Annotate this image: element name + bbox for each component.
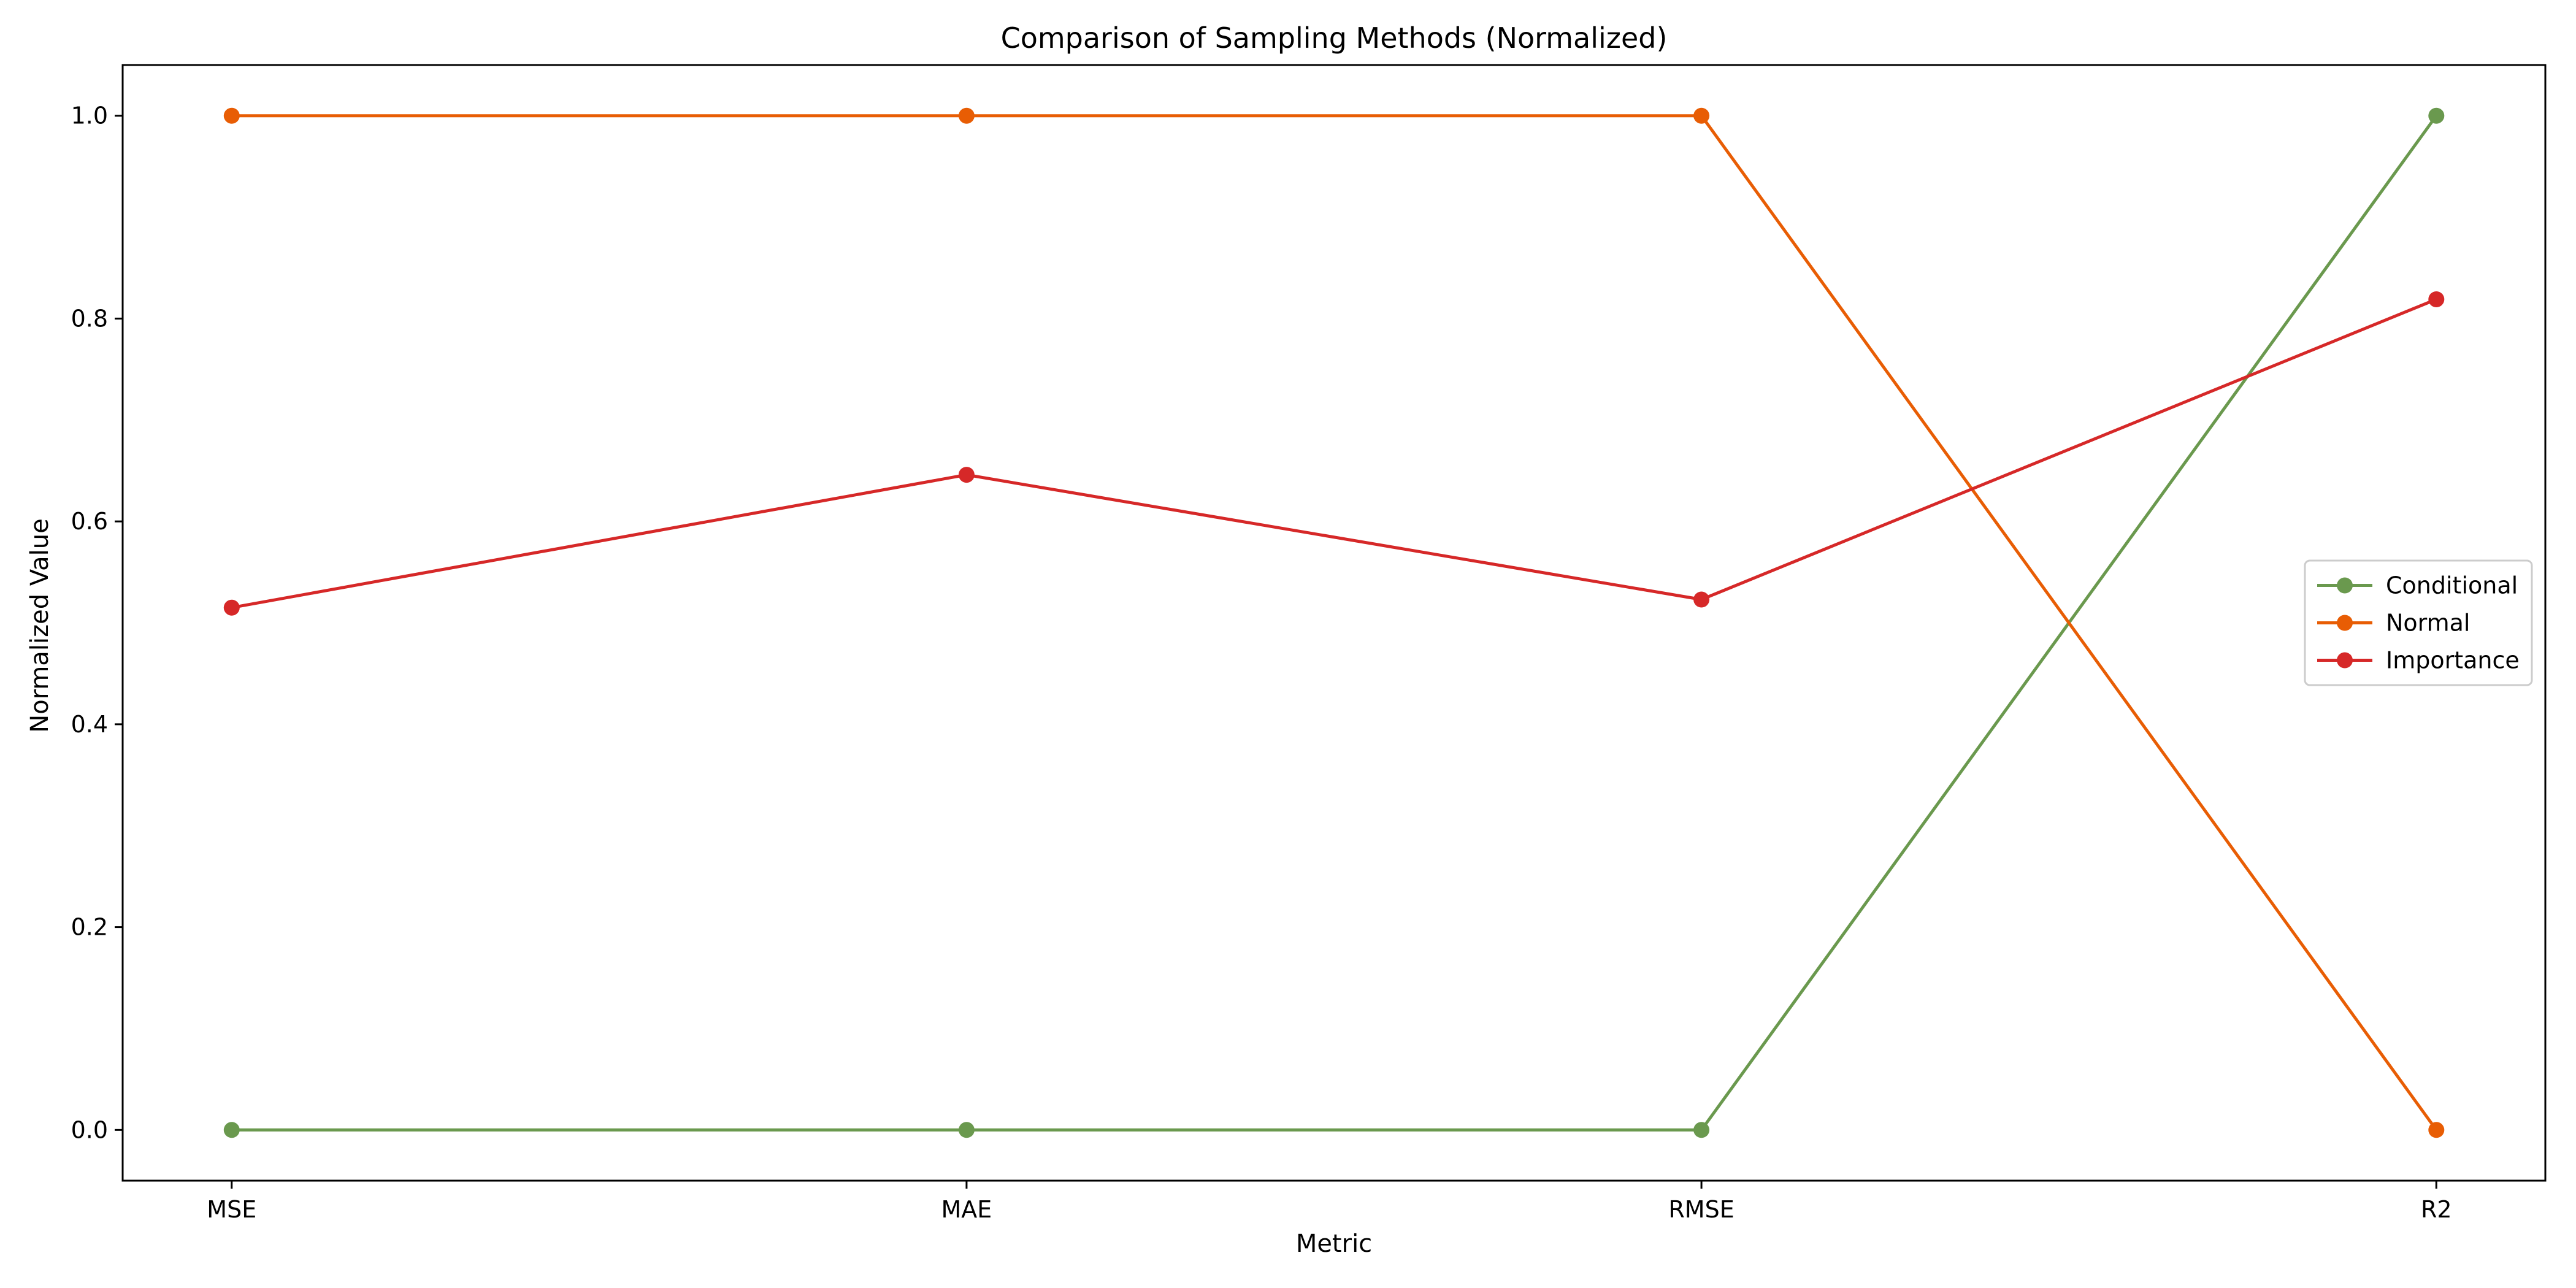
data-point-importance-mse <box>223 599 240 616</box>
data-point-importance-r2 <box>2428 291 2445 307</box>
data-point-importance-rmse <box>1693 591 1710 608</box>
legend-label-conditional: Conditional <box>2386 572 2518 599</box>
legend-swatch-marker <box>2337 652 2353 669</box>
y-tick-label: 0.8 <box>71 305 108 332</box>
legend-swatch-marker <box>2337 615 2353 631</box>
x-tick-label: MSE <box>207 1196 256 1223</box>
x-tick-label: R2 <box>2421 1196 2452 1223</box>
series-line-conditional <box>231 115 2438 1132</box>
legend-label-normal: Normal <box>2386 610 2471 637</box>
axes: MSE MAE RMSE R2 0.0 0.2 0.4 0.6 0.8 1.0 <box>71 64 2547 1223</box>
legend: Conditional Normal Importance <box>2304 559 2533 686</box>
y-tick-label: 1.0 <box>71 102 108 129</box>
series-line-normal <box>231 114 2438 1131</box>
data-point-conditional-mse <box>223 1122 240 1138</box>
data-point-normal-mse <box>223 107 240 124</box>
legend-swatch-marker <box>2337 577 2353 594</box>
y-tick-label: 0.4 <box>71 711 108 738</box>
x-tick-label: MAE <box>941 1196 992 1223</box>
y-tick-label: 0.2 <box>71 914 108 941</box>
x-tick-label: RMSE <box>1668 1196 1734 1223</box>
chart-title: Comparison of Sampling Methods (Normaliz… <box>1001 21 1668 55</box>
legend-label-importance: Importance <box>2386 647 2520 674</box>
legend-box <box>2304 559 2533 686</box>
y-tick-label: 0.6 <box>71 508 108 535</box>
y-tick-label: 0.0 <box>71 1116 108 1143</box>
data-point-conditional-mae <box>958 1122 975 1138</box>
series-line-importance <box>231 297 2437 610</box>
data-point-conditional-rmse <box>1693 1122 1710 1138</box>
data-point-normal-mae <box>958 107 975 124</box>
data-point-normal-r2 <box>2428 1122 2445 1138</box>
data-point-normal-rmse <box>1693 107 1710 124</box>
x-axis-label: Metric <box>1296 1230 1372 1258</box>
plot-area <box>223 107 2445 1138</box>
y-axis-label: Normalized Value <box>26 518 54 732</box>
data-point-importance-mae <box>958 467 975 483</box>
data-point-conditional-r2 <box>2428 107 2445 124</box>
plot-frame <box>121 64 2547 1182</box>
